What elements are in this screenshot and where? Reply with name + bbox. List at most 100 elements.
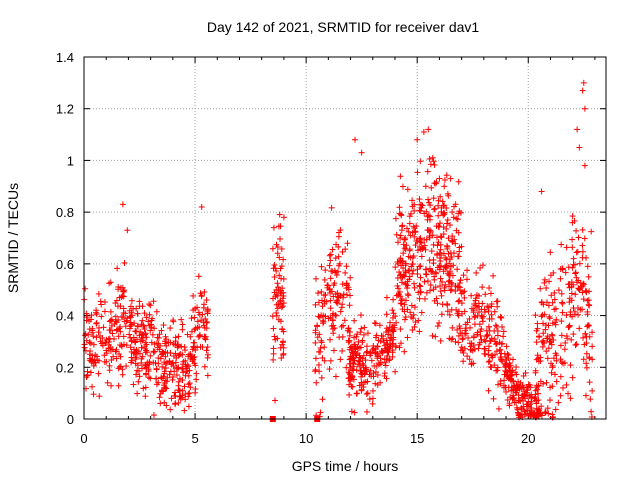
data-point	[490, 395, 497, 402]
data-point	[136, 332, 143, 339]
data-point	[98, 313, 105, 320]
data-point	[374, 371, 381, 378]
data-point	[433, 234, 440, 241]
data-point	[114, 265, 121, 272]
data-point	[363, 391, 370, 398]
data-point	[579, 289, 586, 296]
chart-title: Day 142 of 2021, SRMTID for receiver dav…	[207, 19, 480, 35]
data-point	[150, 412, 157, 419]
data-point	[347, 378, 354, 385]
data-point	[397, 232, 404, 239]
data-point	[278, 355, 285, 362]
data-point	[336, 260, 343, 267]
data-point	[149, 331, 156, 338]
data-point	[447, 175, 454, 182]
data-point	[171, 389, 178, 396]
data-point	[411, 233, 418, 240]
data-point	[327, 251, 334, 258]
data-point	[130, 381, 137, 388]
data-point	[538, 412, 545, 419]
data-point	[540, 320, 547, 327]
data-point	[96, 324, 103, 331]
data-point	[463, 276, 470, 283]
data-point	[437, 275, 444, 282]
data-point	[359, 337, 366, 344]
data-point	[475, 292, 482, 299]
data-point	[361, 324, 368, 331]
data-point	[416, 235, 423, 242]
data-point	[335, 253, 342, 260]
data-point	[156, 394, 163, 401]
data-point	[406, 246, 413, 253]
data-point	[436, 266, 443, 273]
data-point	[581, 105, 588, 112]
data-point	[122, 310, 129, 317]
data-point	[541, 311, 548, 318]
data-point	[443, 256, 450, 263]
data-point	[142, 393, 149, 400]
data-point	[133, 354, 140, 361]
data-point	[433, 295, 440, 302]
data-point	[107, 317, 114, 324]
data-point	[271, 274, 278, 281]
data-point	[399, 296, 406, 303]
data-point	[329, 246, 336, 253]
data-point	[320, 318, 327, 325]
data-point	[95, 370, 102, 377]
data-point	[333, 272, 340, 279]
data-point	[139, 317, 146, 324]
data-point	[476, 339, 483, 346]
data-point	[521, 388, 528, 395]
data-point	[569, 244, 576, 251]
data-point	[271, 397, 278, 404]
data-point	[425, 196, 432, 203]
x-tick-label: 15	[410, 431, 424, 446]
data-point	[151, 348, 158, 355]
data-point	[466, 315, 473, 322]
data-point	[315, 313, 322, 320]
data-point	[492, 341, 499, 348]
data-point	[341, 317, 348, 324]
data-point	[506, 400, 513, 407]
data-point	[500, 328, 507, 335]
data-point	[425, 126, 432, 133]
data-point	[120, 288, 127, 295]
data-point	[547, 249, 554, 256]
data-point	[421, 236, 428, 243]
data-point	[333, 241, 340, 248]
data-point	[418, 253, 425, 260]
data-point	[279, 326, 286, 333]
data-point	[198, 317, 205, 324]
data-point	[372, 320, 379, 327]
data-point	[569, 264, 576, 271]
data-point	[330, 322, 337, 329]
data-point	[280, 339, 287, 346]
data-point	[412, 319, 419, 326]
data-point	[493, 323, 500, 330]
data-point	[96, 393, 103, 400]
data-point	[403, 242, 410, 249]
data-point	[138, 344, 145, 351]
data-point	[147, 302, 154, 309]
data-point	[203, 325, 210, 332]
data-point	[117, 328, 124, 335]
data-point	[576, 144, 583, 151]
data-point	[469, 347, 476, 354]
data-point	[181, 407, 188, 414]
data-point	[481, 306, 488, 313]
data-point	[146, 311, 153, 318]
data-point	[314, 334, 321, 341]
data-point	[579, 306, 586, 313]
data-point	[172, 359, 179, 366]
data-point	[103, 358, 110, 365]
data-point	[437, 258, 444, 265]
data-point	[471, 314, 478, 321]
data-point	[520, 397, 527, 404]
data-point	[374, 381, 381, 388]
data-point	[270, 295, 277, 302]
data-point	[459, 347, 466, 354]
data-point	[416, 282, 423, 289]
data-point	[436, 220, 443, 227]
data-point	[150, 349, 157, 356]
data-point	[510, 392, 517, 399]
